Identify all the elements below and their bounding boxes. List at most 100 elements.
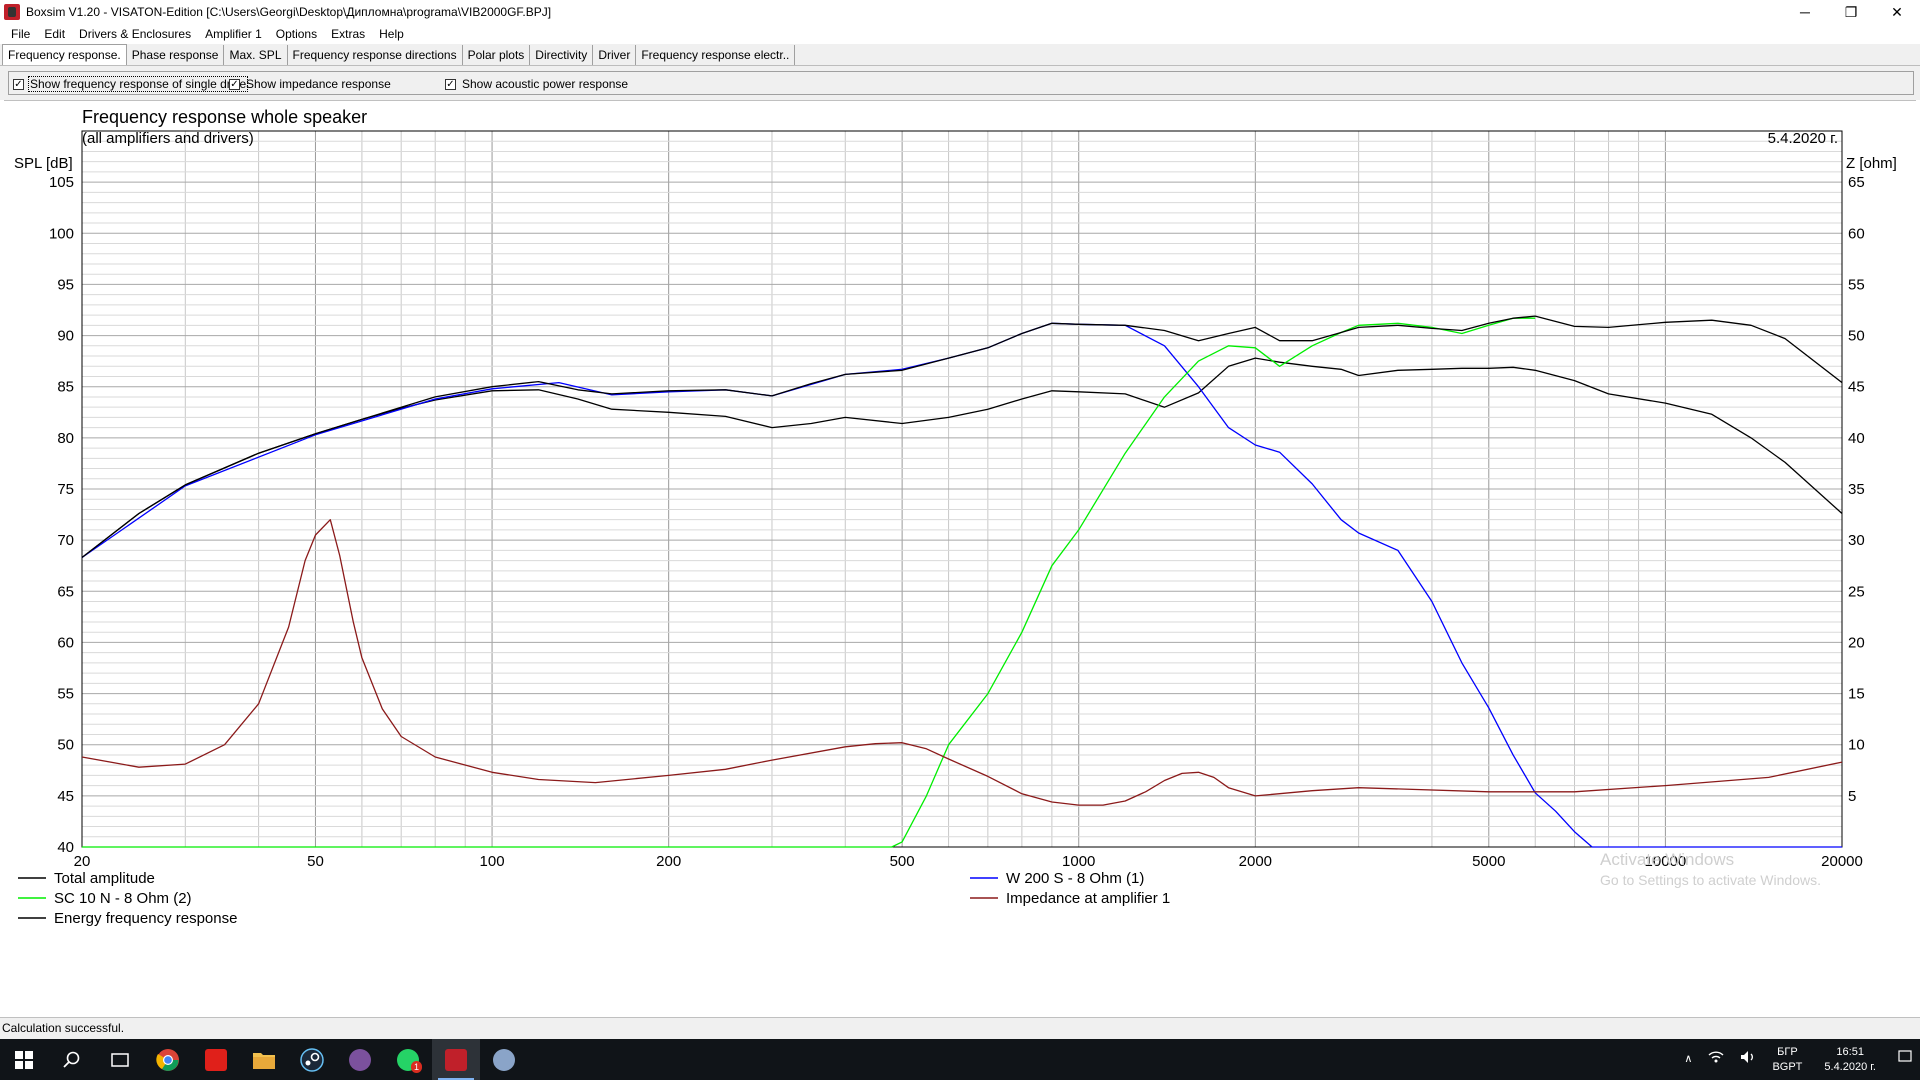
x-tick-label: 20 bbox=[74, 853, 91, 870]
x-tick-label: 1000 bbox=[1062, 853, 1095, 870]
minimize-button[interactable]: ─ bbox=[1800, 4, 1810, 20]
options-frame: ✓ Show frequency response of single driv… bbox=[8, 71, 1914, 95]
search-icon[interactable] bbox=[48, 1039, 96, 1080]
y-tick-label: 100 bbox=[49, 225, 74, 242]
menu-edit[interactable]: Edit bbox=[44, 27, 66, 41]
y-tick-label: 90 bbox=[57, 328, 74, 345]
x-tick-label: 200 bbox=[656, 853, 681, 870]
window-title: Boxsim V1.20 - VISATON-Edition [C:\Users… bbox=[26, 5, 552, 19]
settings-app-icon[interactable] bbox=[480, 1039, 528, 1080]
language-indicator[interactable]: БГР BGPT bbox=[1764, 1045, 1810, 1075]
chart-date: 5.4.2020 г. bbox=[1768, 130, 1838, 147]
whatsapp-icon[interactable]: 1 bbox=[384, 1039, 432, 1080]
x-tick-label: 10000 bbox=[1645, 853, 1687, 870]
network-icon[interactable] bbox=[1700, 1050, 1732, 1069]
y-tick-label: 85 bbox=[57, 379, 74, 396]
close-button[interactable]: ✕ bbox=[1891, 3, 1903, 20]
clock[interactable]: 16:51 5.4.2020 г. bbox=[1810, 1045, 1890, 1075]
legend-label: W 200 S - 8 Ohm (1) bbox=[1006, 870, 1144, 887]
y2-tick-label: 65 bbox=[1848, 174, 1865, 191]
language-code-bottom: BGPT bbox=[1772, 1060, 1803, 1073]
y-tick-label: 105 bbox=[49, 174, 74, 191]
checkbox-mark-icon: ✓ bbox=[445, 78, 456, 90]
restore-button[interactable]: ❐ bbox=[1844, 3, 1858, 20]
menu-file[interactable]: File bbox=[11, 27, 31, 41]
menu-options[interactable]: Options bbox=[275, 27, 318, 41]
impedance-label: Show impedance response bbox=[246, 77, 391, 91]
y2-tick-label: 50 bbox=[1848, 328, 1865, 345]
chart-legend: Total amplitude W 200 S - 8 Ohm (1) SC 10 … bbox=[18, 870, 1170, 927]
tab-frequency-response[interactable]: Frequency response. bbox=[2, 44, 127, 65]
language-code-top: БГР bbox=[1777, 1045, 1798, 1058]
status-bar: Calculation successful. bbox=[0, 1017, 1920, 1039]
series-line-1 bbox=[81, 357, 1843, 559]
y-tick-label: 65 bbox=[57, 583, 74, 600]
y2-axis-label: Z [ohm] bbox=[1846, 155, 1897, 172]
frequency-response-chart[interactable]: 20 50 100 200 500 1000 2000 5000 10000 20000 40 45 5… bbox=[4, 101, 1916, 1018]
volume-icon[interactable] bbox=[1732, 1050, 1764, 1069]
single-driver-checkbox[interactable]: ✓ Show frequency response of single driv… bbox=[13, 76, 249, 92]
y2-tick-label: 45 bbox=[1848, 379, 1865, 396]
tab-driver[interactable]: Driver bbox=[593, 45, 637, 65]
single-driver-label: Show frequency response of single drive bbox=[27, 76, 249, 92]
y2-tick-label: 55 bbox=[1848, 276, 1865, 293]
legend-label: Impedance at amplifier 1 bbox=[1006, 890, 1170, 907]
system-tray: ∧ БГР BGPT 16:51 5.4.2020 г. bbox=[1676, 1039, 1920, 1080]
tab-directivity[interactable]: Directivity bbox=[530, 45, 594, 65]
x-tick-label: 100 bbox=[480, 853, 505, 870]
y2-tick-label: 20 bbox=[1848, 634, 1865, 651]
y2-tick-label: 60 bbox=[1848, 225, 1865, 242]
plot-frame bbox=[81, 130, 1843, 848]
tab-polar-plots[interactable]: Polar plots bbox=[463, 45, 531, 65]
y2-tick-label: 30 bbox=[1848, 532, 1865, 549]
y2-tick-label: 15 bbox=[1848, 686, 1865, 703]
y-axis-label: SPL [dB] bbox=[14, 155, 73, 172]
y2-tick-label: 5 bbox=[1848, 788, 1856, 805]
chart-curves bbox=[81, 315, 1843, 848]
tab-phase-response[interactable]: Phase response bbox=[127, 45, 225, 65]
x-tick-label: 2000 bbox=[1239, 853, 1272, 870]
viber-icon[interactable] bbox=[336, 1039, 384, 1080]
title-bar: Boxsim V1.20 - VISATON-Edition [C:\Users… bbox=[0, 0, 1920, 24]
y2-tick-label: 40 bbox=[1848, 430, 1865, 447]
chrome-icon[interactable] bbox=[144, 1039, 192, 1080]
series-line-4 bbox=[81, 519, 1843, 806]
tab-frequency-response-directions[interactable]: Frequency response directions bbox=[288, 45, 463, 65]
menu-drivers-enclosures[interactable]: Drivers & Enclosures bbox=[79, 27, 192, 41]
task-view-icon[interactable] bbox=[96, 1039, 144, 1080]
clock-time: 16:51 bbox=[1836, 1045, 1864, 1058]
notification-icon[interactable] bbox=[1890, 1050, 1920, 1069]
legend-label: Total amplitude bbox=[54, 870, 155, 887]
acoustic-power-checkbox[interactable]: ✓ Show acoustic power response bbox=[445, 77, 629, 91]
y-tick-label: 95 bbox=[57, 276, 74, 293]
x-tick-label: 5000 bbox=[1472, 853, 1505, 870]
menu-extras[interactable]: Extras bbox=[331, 27, 366, 41]
tray-expand-icon[interactable]: ∧ bbox=[1684, 1053, 1693, 1065]
clock-date: 5.4.2020 г. bbox=[1824, 1060, 1876, 1073]
y-tick-label: 60 bbox=[57, 634, 74, 651]
y-tick-label: 80 bbox=[57, 430, 74, 447]
y-tick-label: 40 bbox=[57, 839, 74, 856]
legend-label: Energy frequency response bbox=[54, 910, 237, 927]
acrobat-icon[interactable] bbox=[192, 1039, 240, 1080]
steam-icon[interactable] bbox=[288, 1039, 336, 1080]
tab-max-spl[interactable]: Max. SPL bbox=[224, 45, 288, 65]
y2-tick-label: 25 bbox=[1848, 583, 1865, 600]
tab-frequency-response-electrical[interactable]: Frequency response electr.. bbox=[636, 45, 796, 65]
menu-amplifier[interactable]: Amplifier 1 bbox=[205, 27, 262, 41]
whatsapp-badge: 1 bbox=[410, 1061, 422, 1073]
plot-area[interactable]: 20 50 100 200 500 1000 2000 5000 10000 20000 40 45 5… bbox=[4, 100, 1916, 1017]
chart-tick-labels: 20 50 100 200 500 1000 2000 5000 10000 20000 40 45 5… bbox=[49, 174, 1865, 870]
y2-tick-label: 10 bbox=[1848, 737, 1865, 754]
acoustic-power-label: Show acoustic power response bbox=[462, 77, 629, 91]
windows-start-icon[interactable] bbox=[0, 1039, 48, 1080]
chart-grid bbox=[81, 130, 1843, 848]
menu-bar: File Edit Drivers & Enclosures Amplifier… bbox=[0, 24, 1920, 44]
series-line-3 bbox=[82, 317, 1536, 848]
menu-help[interactable]: Help bbox=[379, 27, 404, 41]
chart-subtitle: (all amplifiers and drivers) bbox=[82, 130, 254, 147]
file-explorer-icon[interactable] bbox=[240, 1039, 288, 1080]
boxsim-icon[interactable] bbox=[432, 1039, 480, 1080]
impedance-checkbox[interactable]: ✓ Show impedance response bbox=[229, 77, 392, 91]
y-tick-label: 45 bbox=[57, 788, 74, 805]
